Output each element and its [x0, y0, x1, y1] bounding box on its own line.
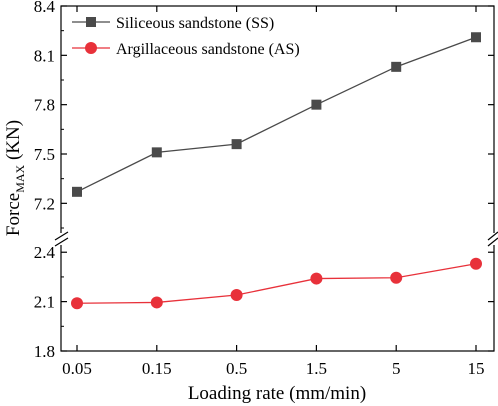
x-tick-label: 15: [468, 359, 485, 378]
legend-marker-as: [85, 42, 97, 54]
y-tick-label: 2.4: [34, 243, 56, 262]
y-axis-title-subscript: MAX: [13, 164, 27, 192]
y-axis-title-unit: (KN): [3, 120, 24, 165]
data-point-ss: [311, 99, 322, 110]
y-axis-title: ForceMAX (KN): [3, 120, 27, 236]
x-tick-label: 0.05: [62, 359, 92, 378]
x-axis-title: Loading rate (mm/min): [188, 383, 366, 404]
data-point-ss: [231, 139, 242, 150]
axis-break-mark-left-1: [54, 231, 69, 241]
y-tick-label: 2.1: [34, 293, 55, 312]
y-tick-label: 7.5: [34, 145, 55, 164]
data-point-as: [230, 289, 243, 302]
series-line-1: [76, 263, 477, 304]
x-tick-label: 0.5: [226, 359, 247, 378]
x-axis-ticks: 0.05 0.15 0.5 1.5 5 15: [62, 6, 485, 378]
data-point-ss: [391, 61, 402, 72]
axis-break-mark-left-2: [54, 237, 69, 247]
axis-break-mark-right-2: [487, 237, 498, 247]
data-point-ss: [72, 186, 82, 197]
legend-label-as: Argillaceous sandstone (AS): [116, 41, 300, 58]
axis-break-gap-left: [50, 233, 72, 245]
axis-break-mark-right-1: [487, 231, 498, 241]
y-axis-ticks: 7.2 7.5 7.8 8.1 8.4 1.8 2.1 2.4: [34, 0, 494, 361]
series-line-0: [76, 36, 477, 193]
y-tick-label: 7.2: [34, 194, 55, 213]
y-tick-label: 8.4: [34, 0, 56, 16]
data-point-as: [150, 296, 163, 309]
x-tick-label: 1.5: [306, 359, 327, 378]
data-point-as: [310, 272, 323, 285]
axis-break: [50, 231, 498, 247]
legend-label-ss: Siliceous sandstone (SS): [116, 15, 274, 32]
data-point-ss: [151, 147, 162, 158]
x-tick-label: 0.15: [142, 359, 172, 378]
data-point-as: [71, 297, 83, 310]
y-tick-label: 7.8: [34, 96, 55, 115]
legend: Siliceous sandstone (SS) Argillaceous sa…: [72, 15, 300, 58]
data-point-as: [470, 257, 482, 270]
legend-marker-ss: [86, 17, 96, 27]
axis-break-gap-right: [484, 233, 498, 245]
data-point-ss: [471, 32, 481, 43]
series-layer: [71, 32, 482, 310]
y-tick-label: 1.8: [34, 342, 55, 361]
data-point-as: [390, 271, 403, 284]
y-axis-title-main: Force: [3, 193, 24, 236]
y-tick-label: 8.1: [34, 46, 55, 65]
x-tick-label: 5: [392, 359, 401, 378]
